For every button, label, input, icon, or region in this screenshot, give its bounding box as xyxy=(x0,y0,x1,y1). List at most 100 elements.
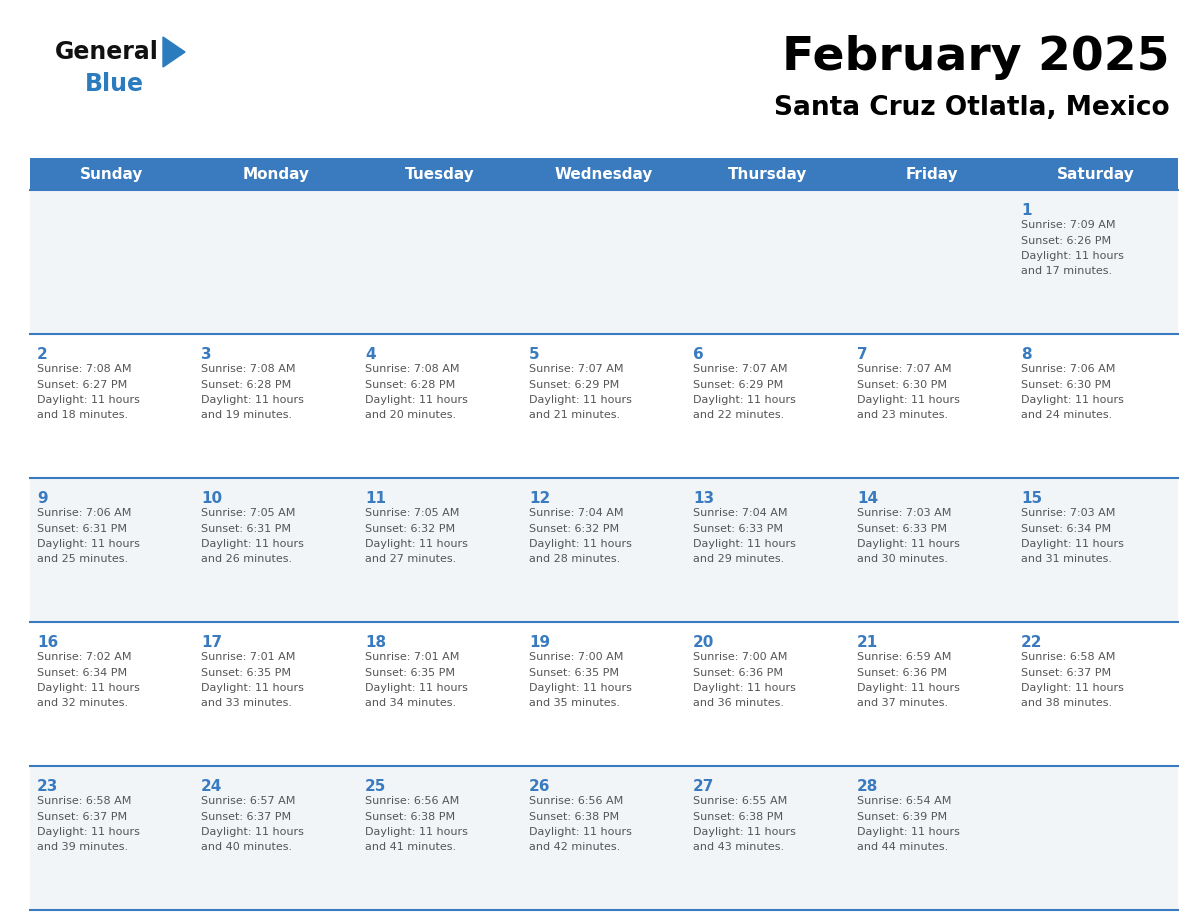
Text: and 35 minutes.: and 35 minutes. xyxy=(529,699,620,709)
Text: Daylight: 11 hours: Daylight: 11 hours xyxy=(857,683,960,693)
Text: Sunrise: 7:08 AM: Sunrise: 7:08 AM xyxy=(365,364,460,374)
Text: Sunrise: 7:07 AM: Sunrise: 7:07 AM xyxy=(693,364,788,374)
Text: February 2025: February 2025 xyxy=(783,36,1170,81)
Text: 16: 16 xyxy=(37,635,58,650)
Text: Sunrise: 7:06 AM: Sunrise: 7:06 AM xyxy=(1020,364,1116,374)
Text: Sunset: 6:31 PM: Sunset: 6:31 PM xyxy=(201,523,291,533)
Text: Daylight: 11 hours: Daylight: 11 hours xyxy=(1020,395,1124,405)
Text: Daylight: 11 hours: Daylight: 11 hours xyxy=(529,539,632,549)
Text: 7: 7 xyxy=(857,347,867,362)
Text: Wednesday: Wednesday xyxy=(555,166,653,182)
Text: Daylight: 11 hours: Daylight: 11 hours xyxy=(693,395,796,405)
Text: Sunrise: 7:01 AM: Sunrise: 7:01 AM xyxy=(365,652,460,662)
Text: and 27 minutes.: and 27 minutes. xyxy=(365,554,456,565)
Text: Sunrise: 6:56 AM: Sunrise: 6:56 AM xyxy=(529,796,624,806)
Text: Daylight: 11 hours: Daylight: 11 hours xyxy=(529,827,632,837)
Text: Friday: Friday xyxy=(905,166,959,182)
Text: and 30 minutes.: and 30 minutes. xyxy=(857,554,948,565)
Text: Sunset: 6:31 PM: Sunset: 6:31 PM xyxy=(37,523,127,533)
Text: Sunset: 6:30 PM: Sunset: 6:30 PM xyxy=(1020,379,1111,389)
Text: Sunrise: 7:04 AM: Sunrise: 7:04 AM xyxy=(693,508,788,518)
Text: Sunrise: 7:03 AM: Sunrise: 7:03 AM xyxy=(1020,508,1116,518)
Text: Sunset: 6:32 PM: Sunset: 6:32 PM xyxy=(365,523,455,533)
Text: Sunset: 6:27 PM: Sunset: 6:27 PM xyxy=(37,379,127,389)
Text: and 17 minutes.: and 17 minutes. xyxy=(1020,266,1112,276)
Text: and 39 minutes.: and 39 minutes. xyxy=(37,843,128,853)
Text: and 28 minutes.: and 28 minutes. xyxy=(529,554,620,565)
Text: Sunset: 6:37 PM: Sunset: 6:37 PM xyxy=(37,812,127,822)
Text: Daylight: 11 hours: Daylight: 11 hours xyxy=(857,827,960,837)
Text: 9: 9 xyxy=(37,491,48,506)
Text: 3: 3 xyxy=(201,347,211,362)
Text: Sunrise: 6:55 AM: Sunrise: 6:55 AM xyxy=(693,796,788,806)
Text: and 31 minutes.: and 31 minutes. xyxy=(1020,554,1112,565)
Text: Sunset: 6:35 PM: Sunset: 6:35 PM xyxy=(365,667,455,677)
Text: and 37 minutes.: and 37 minutes. xyxy=(857,699,948,709)
Bar xyxy=(194,158,358,190)
Text: 22: 22 xyxy=(1020,635,1043,650)
Bar xyxy=(849,158,1015,190)
Text: 24: 24 xyxy=(201,779,222,794)
Text: 17: 17 xyxy=(201,635,222,650)
Text: 13: 13 xyxy=(693,491,714,506)
Text: Sunrise: 6:54 AM: Sunrise: 6:54 AM xyxy=(857,796,952,806)
Text: 20: 20 xyxy=(693,635,714,650)
Text: Sunrise: 7:08 AM: Sunrise: 7:08 AM xyxy=(37,364,132,374)
Text: Daylight: 11 hours: Daylight: 11 hours xyxy=(37,395,140,405)
Text: General: General xyxy=(55,40,159,64)
Bar xyxy=(358,158,522,190)
Text: Sunrise: 7:04 AM: Sunrise: 7:04 AM xyxy=(529,508,624,518)
Text: Sunset: 6:28 PM: Sunset: 6:28 PM xyxy=(365,379,455,389)
Text: Daylight: 11 hours: Daylight: 11 hours xyxy=(37,683,140,693)
Text: Daylight: 11 hours: Daylight: 11 hours xyxy=(201,539,304,549)
Text: Sunset: 6:34 PM: Sunset: 6:34 PM xyxy=(37,667,127,677)
Text: Sunrise: 6:58 AM: Sunrise: 6:58 AM xyxy=(37,796,132,806)
Text: 27: 27 xyxy=(693,779,714,794)
Text: Daylight: 11 hours: Daylight: 11 hours xyxy=(529,683,632,693)
Bar xyxy=(1015,158,1178,190)
Text: Tuesday: Tuesday xyxy=(405,166,475,182)
Bar xyxy=(30,190,1178,334)
Text: and 23 minutes.: and 23 minutes. xyxy=(857,410,948,420)
Text: Sunset: 6:32 PM: Sunset: 6:32 PM xyxy=(529,523,619,533)
Text: Sunset: 6:26 PM: Sunset: 6:26 PM xyxy=(1020,236,1111,245)
Text: Sunset: 6:37 PM: Sunset: 6:37 PM xyxy=(201,812,291,822)
Text: Daylight: 11 hours: Daylight: 11 hours xyxy=(365,827,468,837)
Text: and 33 minutes.: and 33 minutes. xyxy=(201,699,292,709)
Text: Sunrise: 7:05 AM: Sunrise: 7:05 AM xyxy=(201,508,296,518)
Text: Blue: Blue xyxy=(86,72,144,96)
Text: 14: 14 xyxy=(857,491,878,506)
Text: 4: 4 xyxy=(365,347,375,362)
Text: Sunset: 6:38 PM: Sunset: 6:38 PM xyxy=(365,812,455,822)
Text: 15: 15 xyxy=(1020,491,1042,506)
Bar xyxy=(685,158,849,190)
Bar xyxy=(30,478,1178,622)
Text: Sunset: 6:39 PM: Sunset: 6:39 PM xyxy=(857,812,947,822)
Text: Sunset: 6:29 PM: Sunset: 6:29 PM xyxy=(693,379,783,389)
Text: and 22 minutes.: and 22 minutes. xyxy=(693,410,784,420)
Text: Daylight: 11 hours: Daylight: 11 hours xyxy=(37,539,140,549)
Text: Sunset: 6:33 PM: Sunset: 6:33 PM xyxy=(693,523,783,533)
Bar xyxy=(30,766,1178,910)
Text: and 36 minutes.: and 36 minutes. xyxy=(693,699,784,709)
Text: Sunrise: 7:08 AM: Sunrise: 7:08 AM xyxy=(201,364,296,374)
Text: Daylight: 11 hours: Daylight: 11 hours xyxy=(1020,539,1124,549)
Text: 26: 26 xyxy=(529,779,550,794)
Text: Saturday: Saturday xyxy=(1057,166,1135,182)
Text: 1: 1 xyxy=(1020,203,1031,218)
Text: 23: 23 xyxy=(37,779,58,794)
Text: Sunrise: 7:09 AM: Sunrise: 7:09 AM xyxy=(1020,220,1116,230)
Text: and 38 minutes.: and 38 minutes. xyxy=(1020,699,1112,709)
Text: Sunrise: 6:56 AM: Sunrise: 6:56 AM xyxy=(365,796,460,806)
Text: Sunset: 6:35 PM: Sunset: 6:35 PM xyxy=(529,667,619,677)
Text: and 43 minutes.: and 43 minutes. xyxy=(693,843,784,853)
Text: Daylight: 11 hours: Daylight: 11 hours xyxy=(365,395,468,405)
Text: 2: 2 xyxy=(37,347,48,362)
Text: 6: 6 xyxy=(693,347,703,362)
Text: Daylight: 11 hours: Daylight: 11 hours xyxy=(1020,683,1124,693)
Text: Sunset: 6:36 PM: Sunset: 6:36 PM xyxy=(857,667,947,677)
Text: 28: 28 xyxy=(857,779,878,794)
Text: Daylight: 11 hours: Daylight: 11 hours xyxy=(365,683,468,693)
Text: Daylight: 11 hours: Daylight: 11 hours xyxy=(201,395,304,405)
Text: Daylight: 11 hours: Daylight: 11 hours xyxy=(37,827,140,837)
